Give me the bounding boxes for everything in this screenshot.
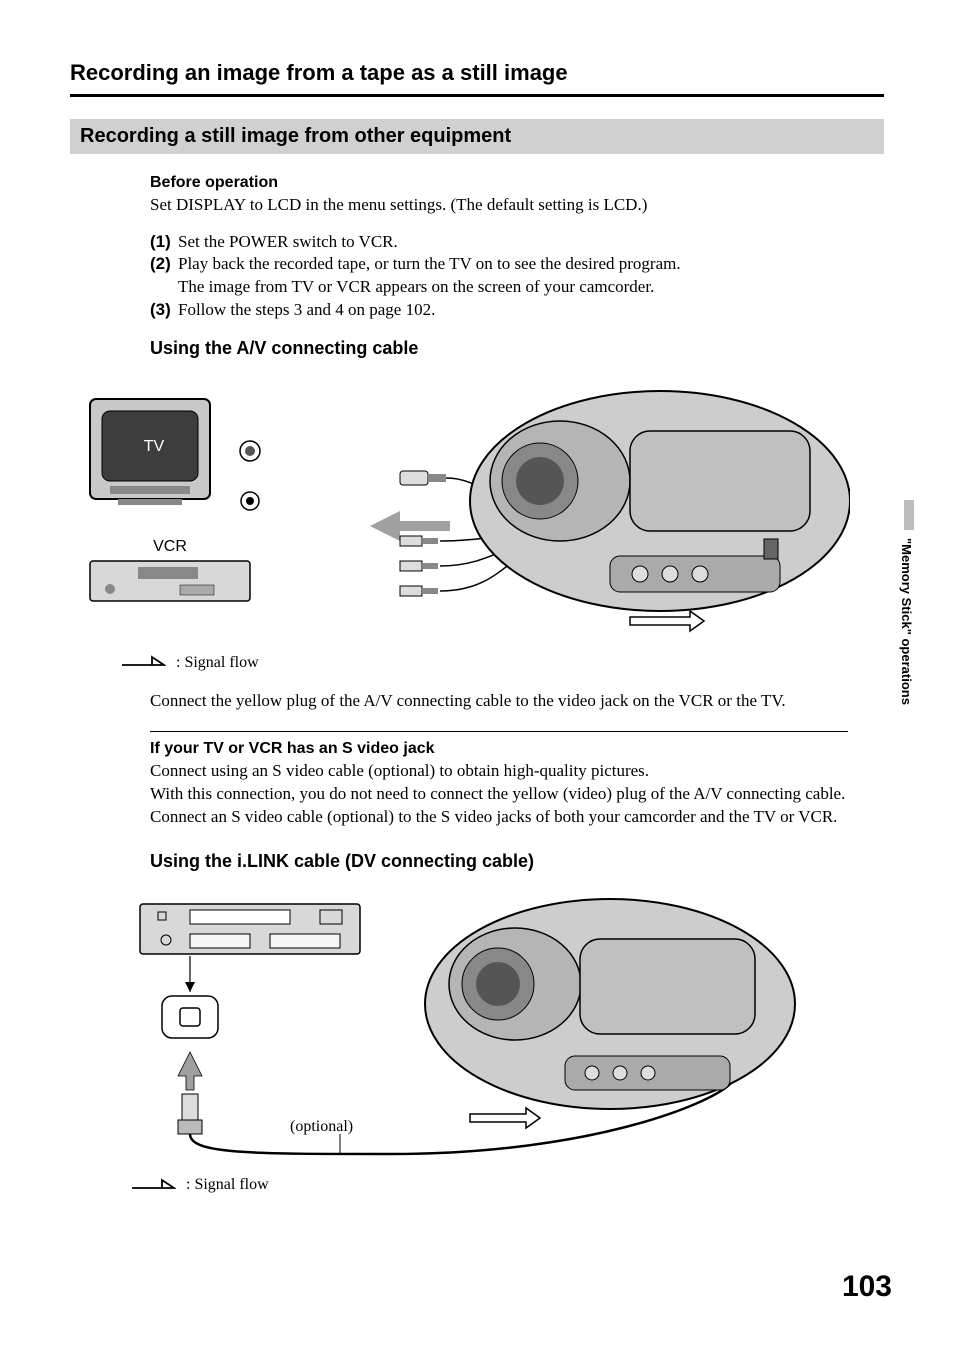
av-cable-heading: Using the A/V connecting cable (150, 338, 884, 359)
ilink-heading: Using the i.LINK cable (DV connecting ca… (150, 851, 884, 872)
step-row: (1) Set the POWER switch to VCR. (150, 231, 848, 254)
svideo-block: If your TV or VCR has an S video jack Co… (150, 731, 848, 828)
side-tab: "Memory Stick" operations (892, 500, 914, 720)
yellow-plug-note: Connect the yellow plug of the A/V conne… (150, 690, 848, 713)
signal-flow-legend: : Signal flow (130, 1174, 884, 1197)
signal-flow-label: : Signal flow (186, 1176, 269, 1194)
flow-up-arrow (178, 1052, 202, 1090)
before-operation-label: Before operation (150, 172, 848, 194)
side-tab-text: "Memory Stick" operations (899, 538, 914, 705)
camcorder-icon (425, 899, 795, 1128)
before-operation-block: Before operation Set DISPLAY to LCD in t… (150, 172, 848, 322)
section-heading: Recording a still image from other equip… (70, 119, 884, 154)
title-rule (70, 94, 884, 97)
vcr-icon (90, 561, 250, 601)
step-number: (2) (150, 253, 178, 276)
step-number: (3) (150, 299, 178, 322)
vcr-jacks (240, 441, 260, 510)
tv-label: TV (144, 438, 165, 455)
flow-arrow-icon (120, 651, 166, 674)
page-number: 103 (842, 1270, 892, 1304)
page-title: Recording an image from a tape as a stil… (70, 60, 884, 86)
step-row: (3) Follow the steps 3 and 4 on page 102… (150, 299, 848, 322)
step-row: (2) Play back the recorded tape, or turn… (150, 253, 848, 276)
svideo-text: With this connection, you do not need to… (150, 783, 848, 806)
before-operation-text: Set DISPLAY to LCD in the menu settings.… (150, 194, 848, 217)
av-diagram: TV VCR (70, 371, 884, 641)
step-text: Set the POWER switch to VCR. (178, 231, 848, 254)
dv-port-icon (162, 996, 218, 1038)
camcorder-icon (470, 391, 850, 631)
svideo-text: Connect an S video cable (optional) to t… (150, 806, 848, 829)
side-tab-accent (904, 500, 914, 530)
step-text: Follow the steps 3 and 4 on page 102. (178, 299, 848, 322)
step-text: Play back the recorded tape, or turn the… (178, 253, 848, 276)
optional-label: (optional) (290, 1118, 353, 1136)
vcr-label: VCR (153, 538, 187, 555)
step-number: (1) (150, 231, 178, 254)
ilink-diagram: (optional) (70, 884, 884, 1164)
signal-flow-label: : Signal flow (176, 654, 259, 672)
step-continuation: The image from TV or VCR appears on the … (178, 276, 848, 299)
svideo-label: If your TV or VCR has an S video jack (150, 738, 848, 760)
dv-deck-icon (140, 904, 360, 954)
svideo-text: Connect using an S video cable (optional… (150, 760, 848, 783)
steps-list: (1) Set the POWER switch to VCR. (2) Pla… (150, 231, 848, 323)
note-rule (150, 731, 848, 732)
signal-flow-legend: : Signal flow (120, 651, 884, 674)
flow-arrow-icon (130, 1174, 176, 1197)
